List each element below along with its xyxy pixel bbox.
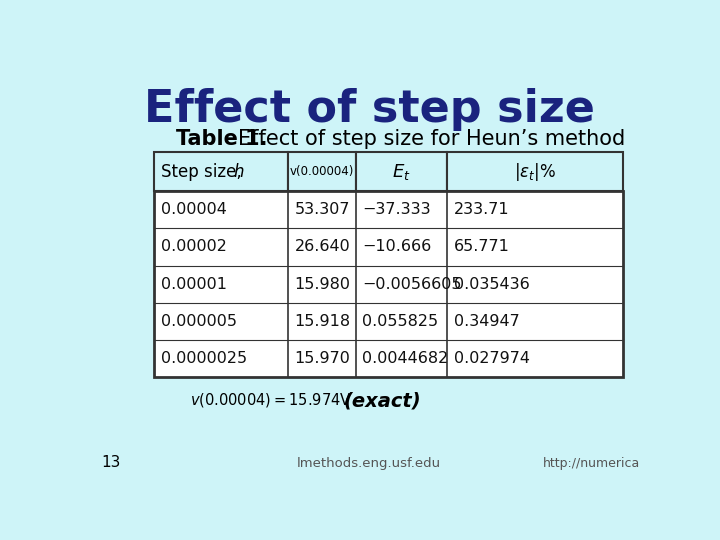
Text: Step size,: Step size, [161,163,247,181]
Text: $E_t$: $E_t$ [392,162,411,182]
Text: 0.027974: 0.027974 [454,350,530,366]
Text: 0.00004: 0.00004 [161,202,227,218]
Text: 65.771: 65.771 [454,239,510,254]
Text: http://numerica: http://numerica [542,457,639,470]
Bar [154,191,623,377]
Text: lmethods.eng.usf.edu: lmethods.eng.usf.edu [297,457,441,470]
Text: 233.71: 233.71 [454,202,510,218]
Text: 15.918: 15.918 [294,314,351,328]
Bar [288,152,356,191]
Bar [356,152,447,191]
Text: 15.980: 15.980 [294,276,351,292]
Text: $v(0.00004)=15.974\mathrm{V}$: $v(0.00004)=15.974\mathrm{V}$ [190,391,352,409]
Text: 26.640: 26.640 [294,239,350,254]
Text: 0.000005: 0.000005 [161,314,237,328]
Text: −37.333: −37.333 [362,202,431,218]
Text: 0.00001: 0.00001 [161,276,227,292]
Bar [154,152,288,191]
Text: 0.0044682: 0.0044682 [362,350,449,366]
Text: Table 1.: Table 1. [176,129,268,149]
Text: 0.0000025: 0.0000025 [161,350,247,366]
Text: 15.970: 15.970 [294,350,351,366]
Text: 0.055825: 0.055825 [362,314,438,328]
Text: 0.00002: 0.00002 [161,239,227,254]
Text: 13: 13 [101,455,120,470]
Text: Effect of step size: Effect of step size [143,87,595,131]
Text: 0.035436: 0.035436 [454,276,530,292]
Text: h: h [233,163,244,181]
Text: v(0.00004): v(0.00004) [289,165,354,178]
Text: −10.666: −10.666 [362,239,432,254]
Text: 0.34947: 0.34947 [454,314,520,328]
Text: (exact): (exact) [344,391,421,410]
Text: Effect of step size for Heun’s method: Effect of step size for Heun’s method [238,129,625,149]
Text: 53.307: 53.307 [294,202,350,218]
Text: −0.0056605: −0.0056605 [362,276,462,292]
Text: $|\epsilon_t|$%: $|\epsilon_t|$% [514,161,556,183]
Bar [447,152,623,191]
